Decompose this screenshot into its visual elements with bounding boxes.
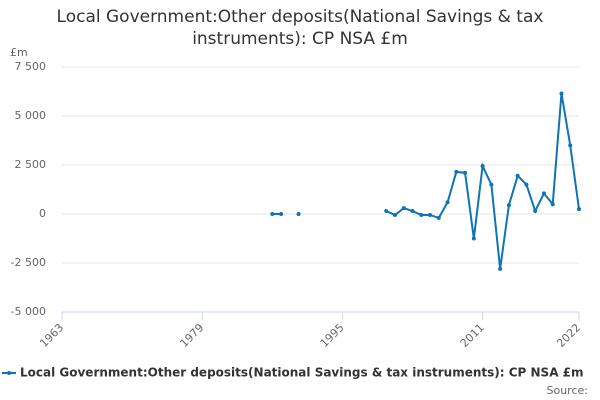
point bbox=[471, 236, 476, 241]
x-tick-label: 1963 bbox=[37, 321, 66, 350]
point bbox=[480, 163, 485, 168]
point bbox=[419, 212, 424, 217]
point bbox=[445, 200, 450, 205]
point bbox=[489, 182, 494, 187]
x-tick-label: 1979 bbox=[177, 321, 206, 350]
point bbox=[392, 212, 397, 217]
y-tick-label: 0 bbox=[39, 207, 46, 220]
point bbox=[568, 143, 573, 148]
point bbox=[454, 169, 459, 174]
x-tick-label: 2022 bbox=[554, 321, 583, 350]
point bbox=[498, 266, 503, 271]
y-tick-label: 5 000 bbox=[15, 109, 47, 122]
point bbox=[550, 202, 555, 207]
point bbox=[577, 207, 581, 212]
chart-title: Local Government:Other deposits(National… bbox=[56, 7, 544, 49]
point bbox=[384, 209, 389, 214]
point bbox=[515, 173, 520, 178]
y-tick-label: 2 500 bbox=[15, 158, 47, 171]
point bbox=[533, 209, 538, 214]
y-axis-label: £m bbox=[10, 46, 28, 59]
legend-label: Local Government:Other deposits(National… bbox=[20, 366, 584, 380]
legend-swatch-dot bbox=[7, 371, 11, 375]
y-tick-label: -2 500 bbox=[11, 256, 46, 269]
point bbox=[296, 212, 301, 216]
point bbox=[279, 212, 284, 216]
point bbox=[463, 170, 468, 175]
point bbox=[559, 91, 564, 96]
y-tick-label: 7 500 bbox=[15, 60, 47, 73]
point bbox=[524, 182, 529, 187]
y-tick-label: -5 000 bbox=[11, 305, 46, 318]
point bbox=[401, 206, 406, 211]
point bbox=[410, 209, 415, 214]
source: Source: bbox=[547, 384, 589, 397]
x-tick-label: 2011 bbox=[458, 321, 487, 350]
point bbox=[436, 215, 441, 220]
point bbox=[270, 212, 275, 216]
point bbox=[506, 203, 511, 208]
point bbox=[428, 212, 433, 217]
point bbox=[541, 191, 546, 196]
x-tick-label: 1995 bbox=[318, 321, 347, 350]
line bbox=[272, 93, 580, 270]
